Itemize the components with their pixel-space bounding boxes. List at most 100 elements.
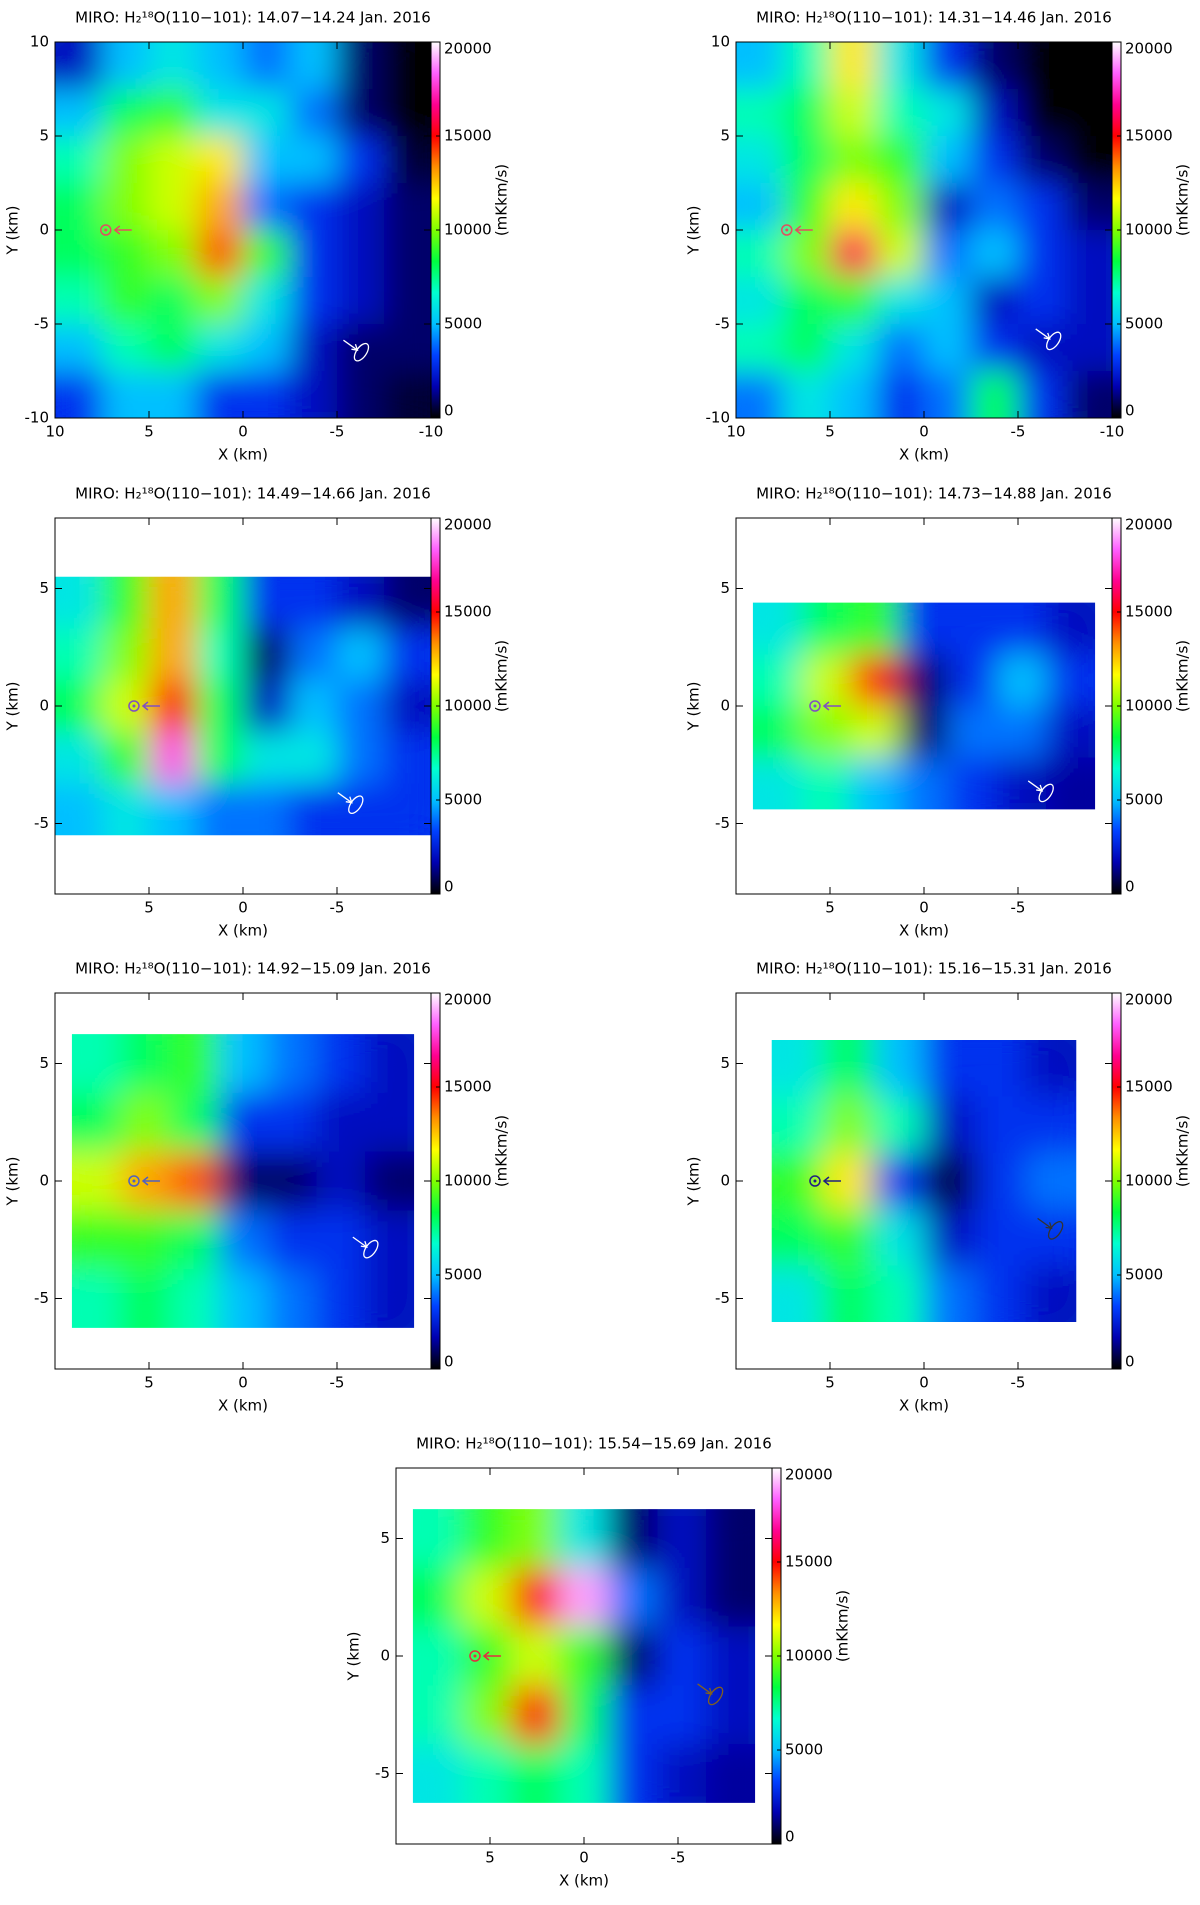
colorbar-tick-label: 5000 — [444, 1266, 482, 1284]
heat-cell — [752, 706, 803, 759]
heat-cell — [149, 183, 197, 231]
colorbar-tick-label: 15000 — [444, 127, 492, 145]
heatmap — [771, 1040, 1077, 1322]
heat-cell — [149, 628, 197, 681]
heat-cell — [365, 1092, 415, 1153]
heat-cell — [924, 230, 972, 278]
heat-cell — [1018, 277, 1066, 325]
colorbar-tick-label: 5000 — [1125, 791, 1163, 809]
x-tick-label: -5 — [1011, 899, 1026, 917]
heat-cell — [267, 1210, 317, 1270]
heat-cell — [243, 731, 291, 785]
heatmap-cells — [771, 1040, 1077, 1322]
heat-cell — [337, 136, 385, 184]
heat-cell — [752, 602, 803, 655]
heat-cell — [948, 654, 998, 707]
y-tick-label: 10 — [30, 33, 49, 51]
heat-cell — [924, 89, 972, 137]
heat-cell — [196, 576, 244, 629]
heat-cell — [149, 576, 197, 629]
heat-cell — [924, 371, 972, 418]
heat-cell — [510, 1509, 561, 1569]
target-arrow — [482, 1651, 501, 1661]
colorbar-tick-label: 0 — [1125, 1353, 1135, 1371]
heat-cell — [196, 230, 244, 278]
heat-cell — [290, 628, 338, 681]
heat-cell — [997, 706, 1047, 759]
heat-cell — [706, 1685, 756, 1745]
heat-cell — [997, 757, 1047, 810]
heat-cell — [243, 783, 291, 836]
heat-cell — [971, 324, 1019, 372]
heat-cell — [55, 628, 103, 681]
heat-cell — [899, 706, 949, 759]
heat-cell — [102, 42, 150, 90]
heat-cell — [384, 680, 431, 733]
x-tick-label: 0 — [579, 1849, 589, 1867]
colorbar-label: (mKkm/s) — [834, 1590, 852, 1662]
colorbar-tick-label: 20000 — [1125, 40, 1173, 58]
heat-cell — [120, 1210, 171, 1270]
heat-cell — [461, 1567, 512, 1628]
target-arrow — [141, 701, 160, 711]
heat-cell — [948, 602, 998, 655]
heat-cell — [801, 602, 852, 655]
x-axis-label: X (km) — [899, 922, 949, 940]
heat-cell — [384, 136, 431, 184]
heat-cell — [1018, 324, 1066, 372]
heat-cell — [149, 89, 197, 137]
chart-title: MIRO: H₂¹⁸O(110−101): 14.92−15.09 Jan. 2… — [75, 960, 431, 978]
heat-cell — [337, 628, 385, 681]
x-tick-label: 5 — [825, 1374, 835, 1392]
heat-cell — [559, 1509, 609, 1569]
heat-cell — [290, 731, 338, 785]
heat-cell — [830, 42, 878, 90]
heat-cell — [55, 42, 103, 90]
heat-cell — [877, 324, 925, 372]
heat-cell — [736, 42, 784, 90]
heatmap-cells — [55, 42, 431, 418]
heat-cell — [337, 731, 385, 785]
heat-cell — [102, 371, 150, 418]
heat-cell — [337, 324, 385, 372]
heat-cell — [337, 183, 385, 231]
heat-cell — [337, 371, 385, 418]
heat-cell — [337, 783, 385, 836]
heat-cell — [55, 136, 103, 184]
panel: 5 0 -5 -5 0 5 X (km) Y (km) MIRO: H₂¹⁸O(110−101)… — [4, 960, 511, 1415]
heat-cell — [243, 277, 291, 325]
heat-cell — [830, 324, 878, 372]
heat-cell — [243, 628, 291, 681]
heat-cell — [102, 136, 150, 184]
heat-cell — [196, 42, 244, 90]
panel: 10 5 0 -5 -10 -10 -5 0 5 10 X (km) Y (km) MIRO: H₂¹⁸… — [4, 9, 511, 464]
target-dot — [813, 1179, 817, 1183]
heat-cell — [120, 1034, 171, 1094]
target-arrow — [141, 1176, 160, 1186]
colorbar-tick-label: 0 — [785, 1828, 795, 1846]
heat-cell — [55, 576, 103, 629]
heat-cell — [384, 783, 431, 836]
heat-cell — [290, 136, 338, 184]
heat-cell — [830, 89, 878, 137]
heat-cell — [412, 1685, 463, 1745]
y-axis-label: Y (km) — [685, 206, 703, 256]
heat-cell — [877, 42, 925, 90]
heatmap-cells — [736, 42, 1112, 418]
chart-title: MIRO: H₂¹⁸O(110−101): 15.16−15.31 Jan. 2… — [756, 960, 1112, 978]
heat-cell — [783, 371, 831, 418]
chart-title: MIRO: H₂¹⁸O(110−101): 14.07−14.24 Jan. 2… — [75, 9, 431, 27]
heat-cell — [873, 1040, 925, 1097]
heat-cell — [218, 1269, 268, 1328]
heat-cell — [149, 230, 197, 278]
heat-cell — [412, 1567, 463, 1628]
heat-cell — [55, 783, 103, 836]
heat-cell — [169, 1269, 220, 1328]
y-tick-label: 5 — [39, 1054, 49, 1072]
y-tick-label: 5 — [39, 579, 49, 597]
heat-cell — [801, 706, 852, 759]
heat-cell — [102, 576, 150, 629]
heat-cell — [1025, 1152, 1077, 1210]
heat-cell — [974, 1152, 1027, 1210]
x-tick-label: -5 — [330, 423, 345, 441]
